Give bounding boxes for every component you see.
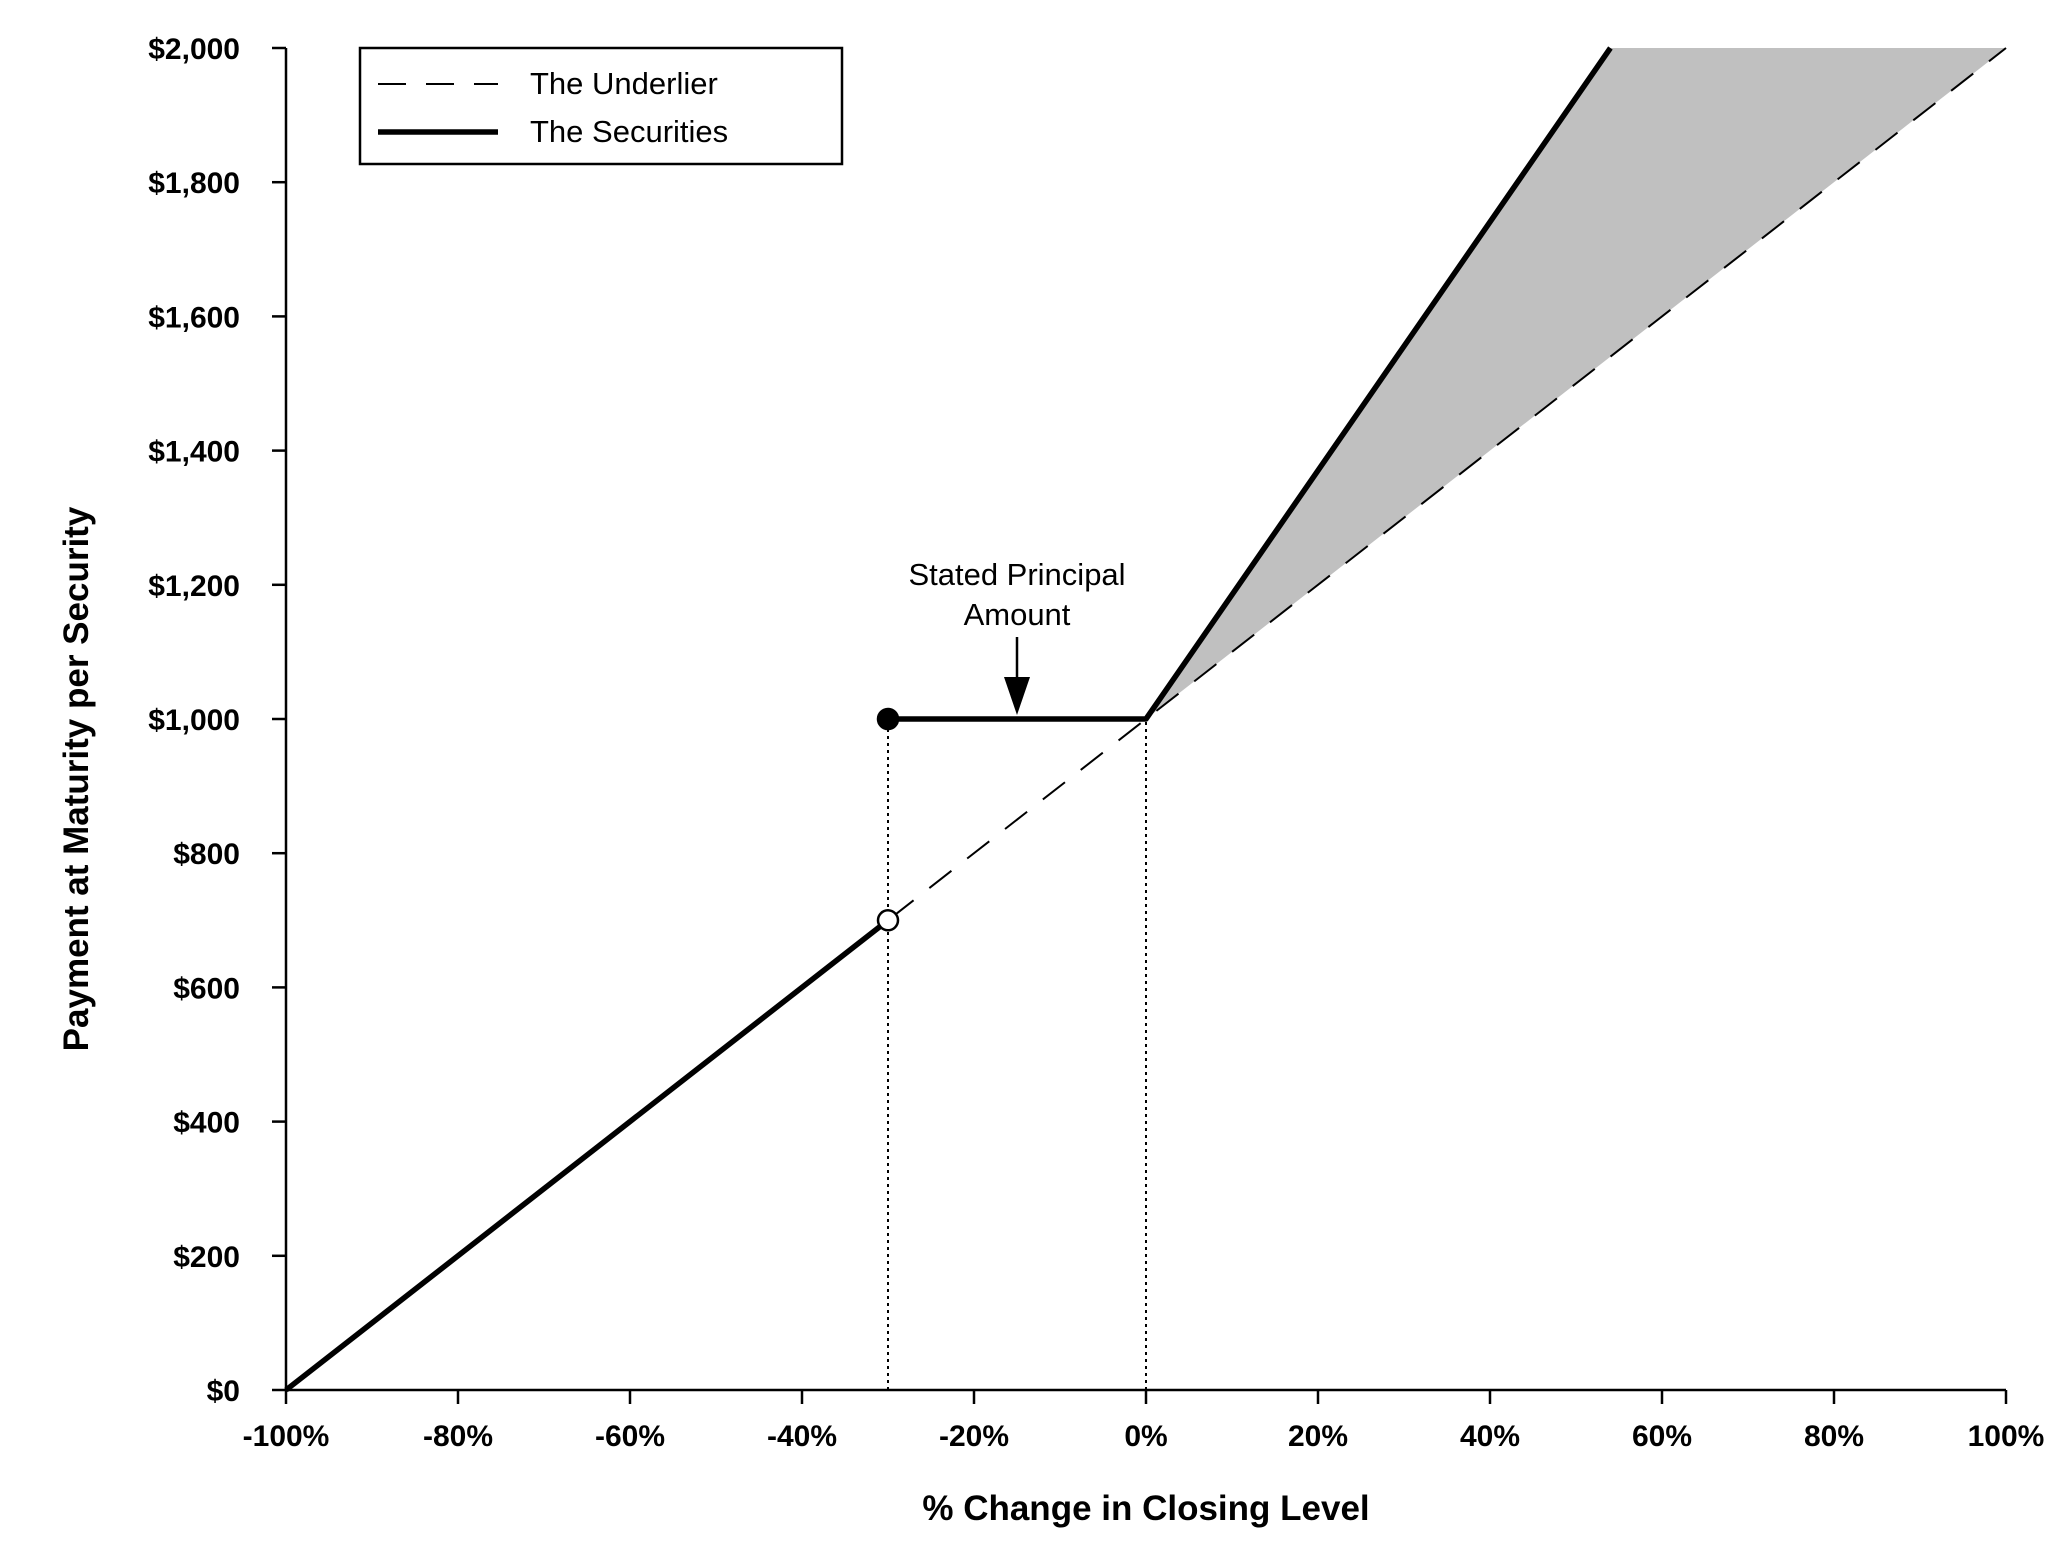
- x-tick-label: -40%: [767, 1420, 837, 1453]
- x-tick-label: -100%: [243, 1420, 330, 1453]
- x-tick-label: 0%: [1124, 1420, 1167, 1453]
- annotation-arrow-head: [1004, 677, 1030, 715]
- legend-label-underlier: The Underlier: [530, 66, 718, 101]
- x-tick-label: -20%: [939, 1420, 1009, 1453]
- y-tick-label: $0: [207, 1375, 240, 1408]
- y-tick-label: $200: [173, 1241, 240, 1274]
- legend: The Underlier The Securities: [358, 46, 844, 166]
- y-tick-label: $400: [173, 1107, 240, 1140]
- y-axis-title: Payment at Maturity per Security: [57, 506, 96, 1051]
- markers-layer: [876, 707, 900, 932]
- x-tick-label: -60%: [595, 1420, 665, 1453]
- x-tick-label: -80%: [423, 1420, 493, 1453]
- x-tick-label: 20%: [1288, 1420, 1348, 1453]
- x-tick-label: 40%: [1460, 1420, 1520, 1453]
- axes: -100% -80% -60% -40% -20% 0% 20% 40% 60% 80% 100% $…: [57, 33, 2044, 1528]
- y-tick-label: $800: [173, 838, 240, 871]
- y-tick-label: $1,200: [148, 570, 240, 603]
- y-tick-label: $1,000: [148, 704, 240, 737]
- y-tick-label: $1,400: [148, 436, 240, 469]
- y-tick-label: $1,800: [148, 167, 240, 200]
- series-securities-segment-1: [888, 46, 1613, 722]
- x-tick-label: 80%: [1804, 1420, 1864, 1453]
- y-tick-label: $2,000: [148, 33, 240, 66]
- annotation-layer: Stated Principal Amount: [908, 557, 1126, 715]
- series-layer: [284, 46, 2007, 1393]
- annotation-text-line: Stated Principal: [908, 557, 1125, 592]
- open-marker: [876, 909, 900, 932]
- y-tick-label: $600: [173, 972, 240, 1005]
- x-tick-label: 60%: [1632, 1420, 1692, 1453]
- x-tick-label: 100%: [1968, 1420, 2045, 1453]
- x-axis-title: % Change in Closing Level: [922, 1489, 1369, 1528]
- annotation-text-line: Amount: [964, 597, 1071, 632]
- series-securities-segment-0: [284, 918, 890, 1393]
- y-tick-label: $1,600: [148, 301, 240, 334]
- legend-box: [358, 46, 844, 166]
- filled-marker: [876, 707, 900, 731]
- legend-label-securities: The Securities: [530, 114, 728, 149]
